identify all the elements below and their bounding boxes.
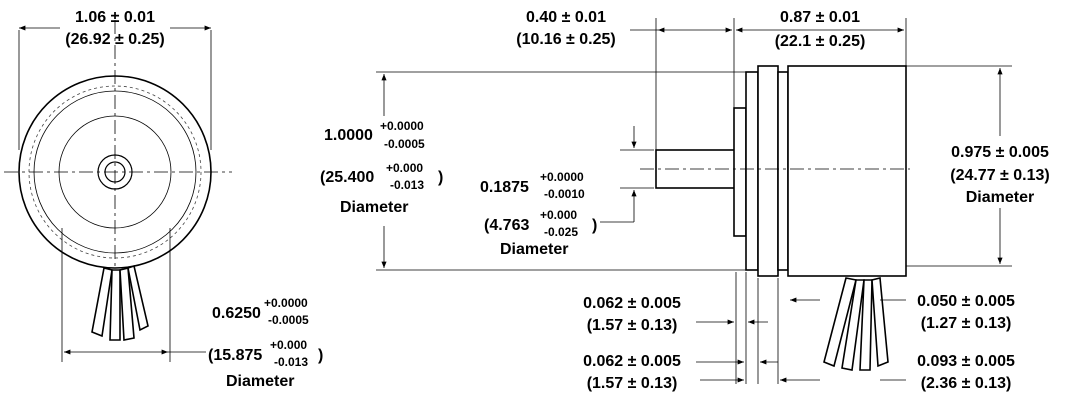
flat-dia-mm-main: (15.875 <box>208 347 262 364</box>
flat-dia-inch-minus: -0.0005 <box>268 313 309 327</box>
shaft-dia-inch-minus: -0.0010 <box>544 187 585 201</box>
outer-dia-mm: (26.92 ± 0.25) <box>65 31 165 48</box>
shaft-dia-mm-minus: -0.025 <box>544 225 578 239</box>
outer-dia-inch: 1.06 ± 0.01 <box>75 9 155 26</box>
flange-b-inch: 0.062 ± 0.005 <box>583 353 681 370</box>
body-len-mm: (22.1 ± 0.25) <box>775 33 866 50</box>
step-mm: (2.36 ± 0.13) <box>921 375 1012 392</box>
shaft-dia-inch-plus: +0.0000 <box>540 170 584 184</box>
shaft-len-mm: (10.16 ± 0.25) <box>516 31 616 48</box>
lead-wires-front <box>91 264 149 341</box>
flat-dia-mm-minus: -0.013 <box>274 355 308 369</box>
body-dia-inch: 0.975 ± 0.005 <box>951 144 1049 161</box>
pilot-dia-mm-minus: -0.013 <box>390 178 424 192</box>
body-dia-label: Diameter <box>966 189 1034 206</box>
flange-a-mm: (1.57 ± 0.13) <box>587 317 678 334</box>
flat-dia-inch-main: 0.6250 <box>212 305 261 322</box>
pilot-dia-label: Diameter <box>340 199 408 216</box>
pilot-dia-inch-main: 1.0000 <box>324 127 373 144</box>
body-dia-mm: (24.77 ± 0.13) <box>950 167 1050 184</box>
step-inch: 0.093 ± 0.005 <box>917 353 1015 370</box>
pilot-dia-mm-plus: +0.000 <box>386 161 423 175</box>
gap-inch: 0.050 ± 0.005 <box>917 293 1015 310</box>
flat-dia-label: Diameter <box>226 373 294 390</box>
shaft-dia-inch-main: 0.1875 <box>480 179 529 196</box>
motor-body <box>787 65 907 277</box>
gap-mm: (1.27 ± 0.13) <box>921 315 1012 332</box>
shaft-dia-mm-plus: +0.000 <box>540 208 577 222</box>
flange-3 <box>777 71 789 271</box>
pilot-dia-mm-main: (25.400 <box>320 169 374 186</box>
pilot-boss <box>733 107 747 237</box>
shaft-len-inch: 0.40 ± 0.01 <box>526 9 606 26</box>
shaft-dia-label: Diameter <box>500 241 568 258</box>
shaft-dia-mm-close: ) <box>592 217 597 234</box>
body-len-inch: 0.87 ± 0.01 <box>780 9 860 26</box>
pilot-dia-inch-plus: +0.0000 <box>380 119 424 133</box>
shaft-dia-mm-main: (4.763 <box>484 217 529 234</box>
flange-a-inch: 0.062 ± 0.005 <box>583 295 681 312</box>
lead-wires-side <box>823 276 889 371</box>
pilot-dia-inch-minus: -0.0005 <box>384 137 425 151</box>
flat-dia-mm-plus: +0.000 <box>270 338 307 352</box>
side-view: 0.40 ± 0.01 (10.16 ± 0.25) 0.87 ± 0.01 (… <box>320 9 1050 392</box>
pilot-dia-mm-close: ) <box>438 169 443 186</box>
flange-1 <box>745 71 759 271</box>
flange-2 <box>757 65 779 277</box>
flange-b-mm: (1.57 ± 0.13) <box>587 375 678 392</box>
flat-dia-mm-close: ) <box>318 347 323 364</box>
flat-dia-inch-plus: +0.0000 <box>264 296 308 310</box>
front-view: 1.06 ± 0.01 (26.92 ± 0.25) 0.6250 +0.000… <box>4 9 323 390</box>
